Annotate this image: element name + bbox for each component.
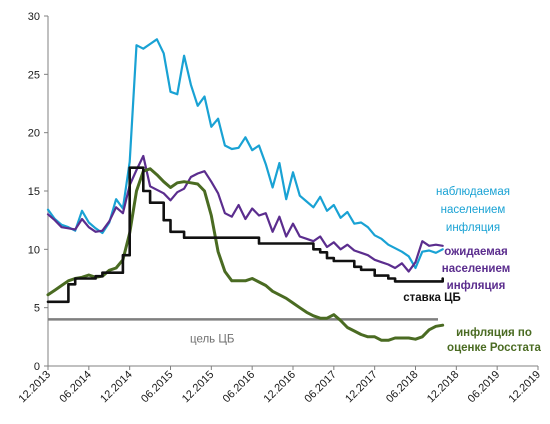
x-tick-label: 12.2016	[262, 369, 299, 406]
x-tick-label: 06.2014	[57, 369, 94, 406]
cb-rate-line	[46, 166, 444, 304]
target-line-label: цель ЦБ	[190, 333, 234, 345]
series-labels: наблюдаемая населением инфляция ожидаемая на…	[403, 186, 541, 354]
x-tick-label: 12.2015	[180, 369, 217, 406]
observed-inflation-label: наблюдаемая	[436, 186, 510, 198]
rosstat-inflation-line	[46, 167, 445, 342]
x-tick-label: 12.2017	[343, 369, 380, 406]
x-tick-label: 12.2014	[98, 369, 135, 406]
x-tick-label: 06.2015	[139, 369, 176, 406]
y-tick-label: 0	[34, 361, 40, 373]
x-tick-label: 12.2018	[425, 369, 462, 406]
expected-inflation-label: ожидаемая	[444, 246, 508, 258]
reference-layer: цель ЦБ	[48, 318, 438, 345]
y-tick-label: 5	[34, 303, 40, 315]
x-tick-label: 06.2017	[302, 369, 339, 406]
x-tick-label: 06.2016	[221, 369, 258, 406]
y-tick-label: 20	[28, 128, 40, 140]
rosstat-inflation-label: инфляция по	[456, 327, 532, 339]
y-tick-label: 10	[28, 244, 40, 256]
x-tick-label: 06.2019	[466, 369, 503, 406]
observed-inflation-label: инфляция	[446, 222, 500, 234]
rosstat-inflation-label: оценке Росстата	[447, 342, 541, 354]
y-tick-label: 25	[28, 69, 40, 81]
expected-inflation-line	[46, 154, 444, 273]
y-tick-label: 15	[28, 186, 40, 198]
cb-rate-label: ставка ЦБ	[403, 292, 461, 304]
observed-inflation-line	[46, 38, 444, 270]
expected-inflation-label: инфляция	[447, 280, 506, 292]
expected-inflation-label: населением	[442, 263, 510, 275]
observed-inflation-label: населением	[441, 204, 506, 216]
series-layer	[46, 38, 445, 342]
x-tick-label: 12.2019	[507, 369, 544, 406]
x-tick-label: 12.2013	[17, 369, 54, 406]
x-tick-label: 06.2018	[384, 369, 421, 406]
y-tick-label: 30	[28, 11, 40, 23]
